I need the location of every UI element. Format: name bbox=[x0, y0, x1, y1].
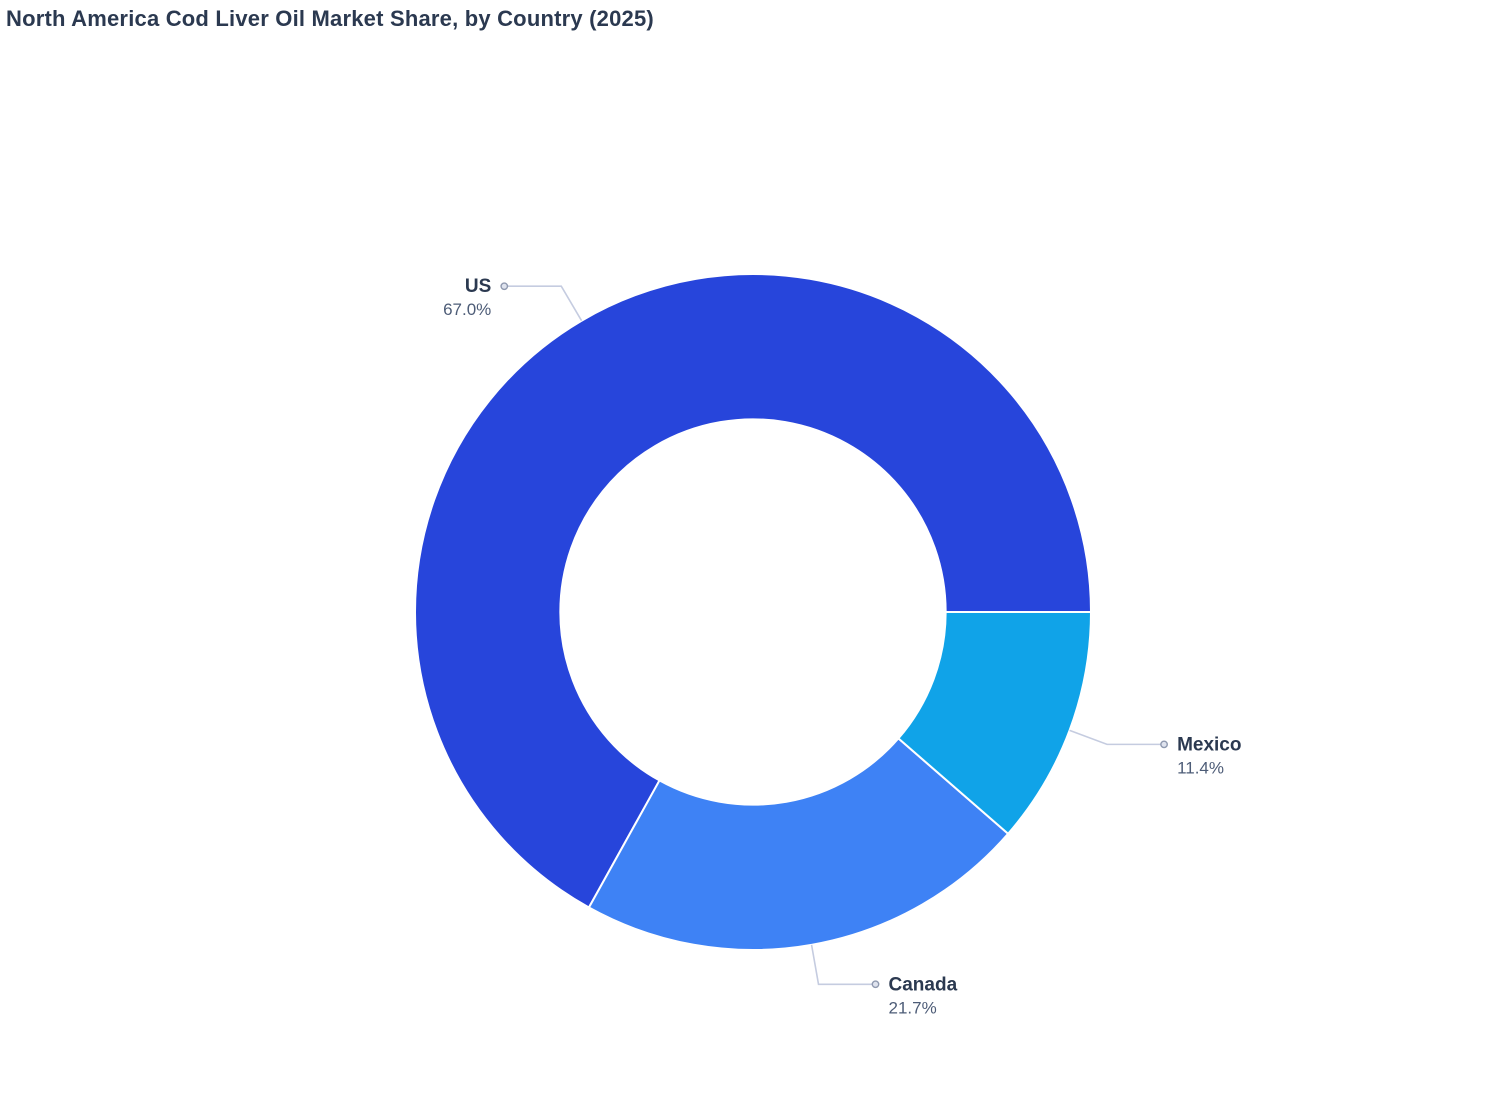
leader-line-canada bbox=[810, 944, 876, 986]
slice-pct-canada: 21.7% bbox=[889, 998, 937, 1017]
donut-slices bbox=[414, 273, 1092, 951]
label-dot-mexico bbox=[1160, 740, 1168, 749]
slice-label-mexico: Mexico bbox=[1177, 734, 1241, 755]
slice-label-canada: Canada bbox=[889, 974, 958, 995]
pie-slice-canada[interactable] bbox=[587, 737, 1010, 951]
label-dot-us bbox=[500, 282, 509, 291]
leader-line-us bbox=[504, 285, 583, 322]
slice-pct-us: 67.0% bbox=[443, 300, 491, 319]
leader-line-mexico bbox=[1069, 729, 1165, 746]
slice-labels: US 67.0% Canada 21.7% Mexico 11.4% bbox=[443, 276, 1241, 1017]
slice-pct-mexico: 11.4% bbox=[1177, 758, 1224, 777]
slice-label-us: US bbox=[465, 276, 491, 297]
pie-slice-us[interactable] bbox=[414, 273, 1092, 909]
chart-title: North America Cod Liver Oil Market Share… bbox=[6, 6, 654, 31]
pie-slice-mexico[interactable] bbox=[897, 611, 1092, 835]
label-dot-canada bbox=[871, 980, 880, 989]
leader-lines bbox=[500, 282, 1168, 989]
